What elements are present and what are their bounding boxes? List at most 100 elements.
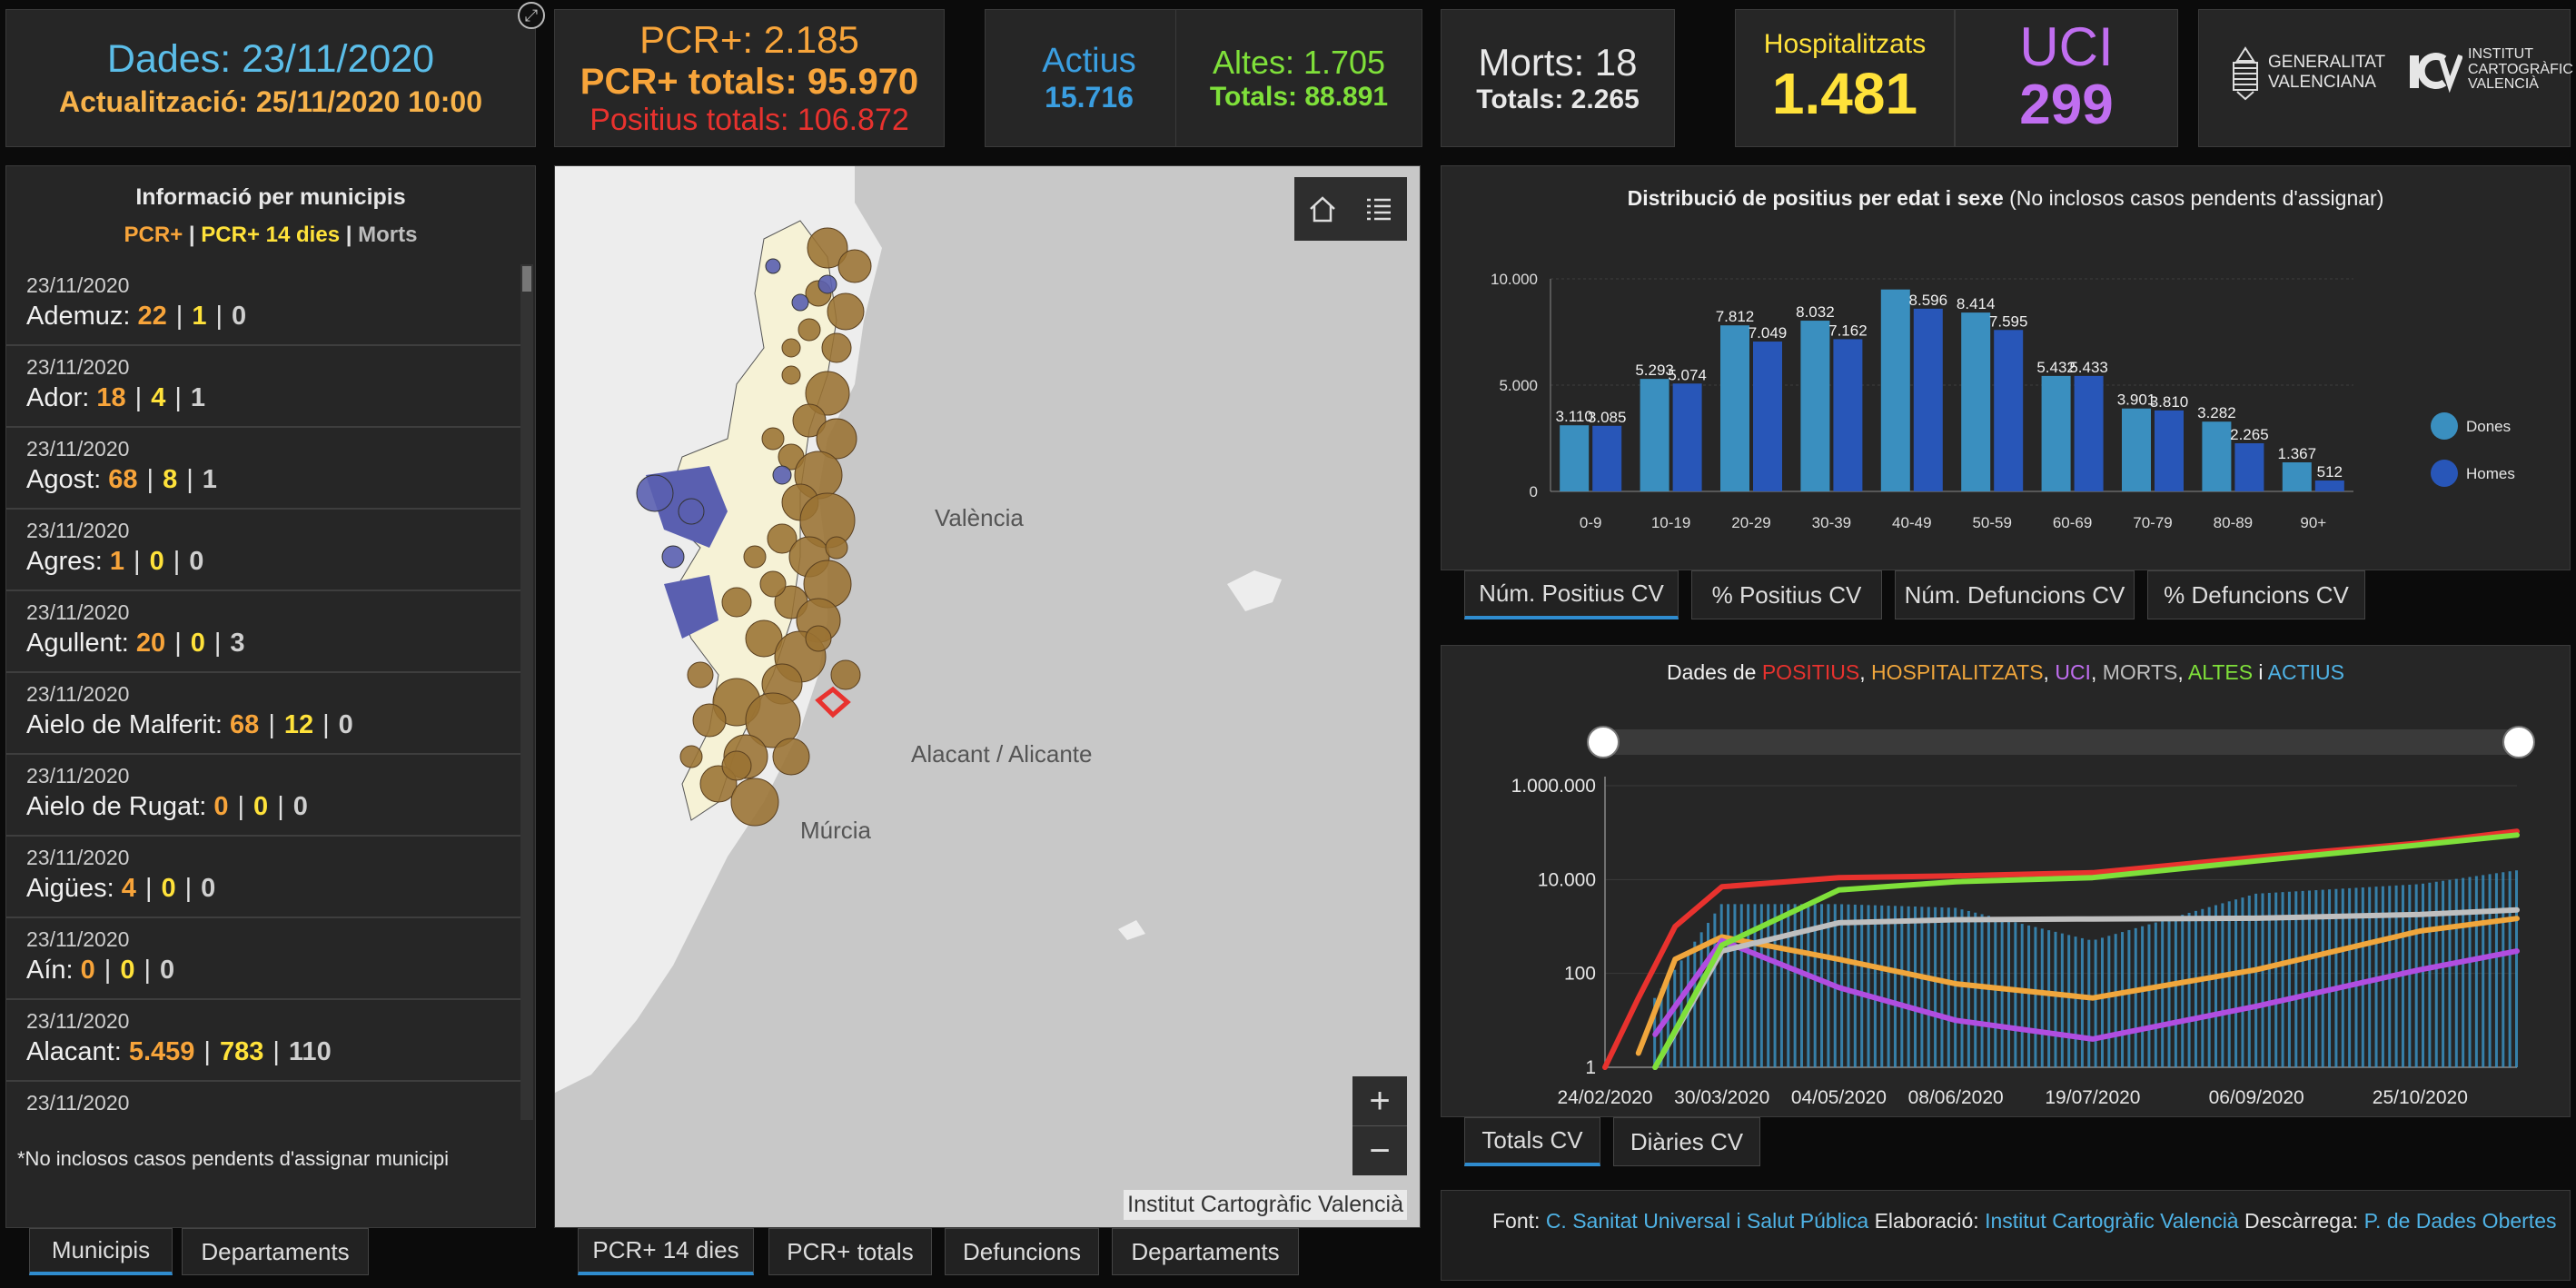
icv-logo[interactable]: INSTITUT CARTOGRÀFIC VALENCIÀ [2404, 46, 2573, 94]
actius-bar [1719, 904, 1723, 1067]
separator: | [146, 465, 154, 494]
actius-bar [2006, 920, 2010, 1067]
legend-swatch [2431, 412, 2458, 440]
map-canvas[interactable] [555, 166, 1420, 1227]
tab-departaments-map[interactable]: Departaments [1112, 1228, 1299, 1275]
map-panel[interactable]: València Alacant / Alicante Múrcia + − I… [554, 165, 1421, 1228]
tab-totals-cv[interactable]: Totals CV [1464, 1117, 1600, 1166]
zoom-out-button[interactable]: − [1352, 1125, 1407, 1175]
list-icon[interactable] [1363, 193, 1394, 224]
map-island [1227, 570, 1282, 611]
actius-bar [2167, 918, 2171, 1067]
tab-pcr-totals[interactable]: PCR+ totals [768, 1228, 932, 1275]
font-link[interactable]: C. Sanitat Universal i Salut Pública [1545, 1209, 1869, 1233]
actius-bar [2314, 890, 2318, 1067]
list-item[interactable]: 23/11/2020 Alacant: 5.459 | 783 | 110 [6, 1000, 520, 1082]
list-item[interactable]: 23/11/2020 Aigües: 4 | 0 | 0 [6, 837, 520, 918]
x-tick-label: 30/03/2020 [1674, 1087, 1769, 1108]
list-item[interactable]: 23/11/2020 Ademuz: 22 | 1 | 0 [6, 264, 520, 346]
list-item[interactable]: 23/11/2020 Aielo de Rugat: 0 | 0 | 0 [6, 755, 520, 837]
tab-pct-positius[interactable]: % Positius CV [1691, 570, 1882, 619]
separator: | [272, 1037, 280, 1066]
map-bubble-blue [636, 474, 674, 512]
tab-defuncions[interactable]: Defuncions [945, 1228, 1099, 1275]
scrollbar-thumb[interactable] [522, 266, 531, 292]
age-chart-title-bold: Distribució de positius per edat i sexe [1627, 186, 2004, 210]
actius-bar [2127, 929, 2131, 1067]
tab-num-positius[interactable]: Núm. Positius CV [1464, 570, 1679, 619]
actius-bar [1934, 907, 1937, 1067]
tab-pct-defuncions[interactable]: % Defuncions CV [2147, 570, 2365, 619]
actius-bar [2000, 918, 2004, 1067]
map-bubble-blue [791, 293, 809, 312]
map-label-murcia: Múrcia [800, 817, 872, 844]
municipis-list[interactable]: 23/11/2020 Ademuz: 22 | 1 | 0 23/11/2020 Ador: … [6, 264, 520, 1120]
bar-dones [1880, 289, 1910, 491]
range-handle-right[interactable] [2502, 726, 2535, 758]
map-bubble [721, 587, 752, 618]
zoom-in-button[interactable]: + [1352, 1076, 1407, 1125]
actius-bar [2328, 889, 2332, 1067]
list-item[interactable]: 23/11/2020 Agullent: 20 | 0 | 3 [6, 591, 520, 673]
hosp-value: 1.481 [1771, 61, 1918, 126]
actius-bar [1699, 932, 1703, 1067]
actius-bar [2334, 888, 2338, 1067]
actius-bar [2261, 893, 2264, 1067]
municipi-morts: 0 [232, 302, 247, 331]
actius-bar [2468, 877, 2472, 1067]
range-handle-left[interactable] [1587, 726, 1620, 758]
list-item-values: Aigües: 4 | 0 | 0 [26, 874, 520, 904]
municipis-scrollbar[interactable] [520, 264, 533, 1120]
actius-bar [1960, 909, 1964, 1067]
municipi-pcr: 20 [135, 629, 166, 658]
tab-num-defuncions[interactable]: Núm. Defuncions CV [1895, 570, 2135, 619]
actius-bar [2254, 893, 2258, 1067]
bar-label: 5.293 [1635, 362, 1674, 379]
separator: | [184, 874, 193, 903]
actius-bar [1673, 969, 1677, 1067]
bar-homes [2155, 410, 2184, 491]
actius-bar [1940, 907, 1944, 1067]
bar-homes [1833, 339, 1863, 491]
home-icon[interactable] [1307, 193, 1338, 224]
list-item[interactable]: 23/11/2020 Ador: 18 | 4 | 1 [6, 346, 520, 428]
altes-daily: Altes: 1.705 [1212, 44, 1386, 81]
actius-bar [2181, 915, 2185, 1067]
list-item[interactable]: 23/11/2020 Aín: 0 | 0 | 0 [6, 918, 520, 1000]
actius-bar [1767, 904, 1770, 1067]
list-item[interactable]: 23/11/2020 Agost: 68 | 8 | 1 [6, 428, 520, 510]
generalitat-logo[interactable]: GENERALITAT VALENCIANA [2230, 45, 2385, 101]
tab-municipis[interactable]: Municipis [29, 1228, 173, 1275]
list-item[interactable]: 23/11/2020 Aielo de Malferit: 68 | 12 | 0 [6, 673, 520, 755]
actius-bar [1813, 904, 1817, 1067]
separator: | [104, 956, 112, 985]
bar-dones [2282, 462, 2312, 491]
x-tick-label: 40-49 [1892, 514, 1931, 531]
line-title-positius: POSITIUS [1761, 660, 1860, 684]
descarrega-link[interactable]: P. de Dades Obertes [2363, 1209, 2557, 1233]
tab-departaments-muni[interactable]: Departaments [182, 1228, 369, 1275]
bar-label: 8.414 [1957, 295, 1996, 312]
icv-line1: INSTITUT [2468, 45, 2533, 62]
actius-bar [1759, 904, 1763, 1067]
list-item[interactable]: 23/11/2020Albaida: 669|103|13 [6, 1082, 520, 1120]
x-tick-label: 60-69 [2053, 514, 2092, 531]
map-bubble [807, 227, 848, 269]
municipi-pcr: 68 [108, 465, 138, 494]
map-island-small [1118, 920, 1145, 940]
list-item[interactable]: 23/11/2020 Agres: 1 | 0 | 0 [6, 510, 520, 591]
expand-icon[interactable]: ⤢ [518, 2, 545, 29]
municipi-name: Aielo de Rugat: [26, 792, 214, 821]
tab-pcr14[interactable]: PCR+ 14 dies [578, 1228, 754, 1275]
actius-bar [2194, 910, 2197, 1067]
tab-diaries-cv[interactable]: Diàries CV [1613, 1117, 1760, 1166]
date-panel: Dades: 23/11/2020 Actualització: 25/11/2… [5, 9, 536, 147]
list-item-date: 23/11/2020 [26, 1009, 130, 1033]
y-tick-label: 1.000.000 [1511, 776, 1596, 797]
municipi-morts: 0 [160, 956, 175, 985]
municipi-pcr: 669 [129, 1119, 173, 1120]
x-tick-label: 19/07/2020 [2045, 1087, 2140, 1108]
line-chart-panel: Dades de POSITIUS, HOSPITALITZATS, UCI, … [1441, 645, 2571, 1117]
elaboracio-link[interactable]: Institut Cartogràfic Valencià [1985, 1209, 2239, 1233]
